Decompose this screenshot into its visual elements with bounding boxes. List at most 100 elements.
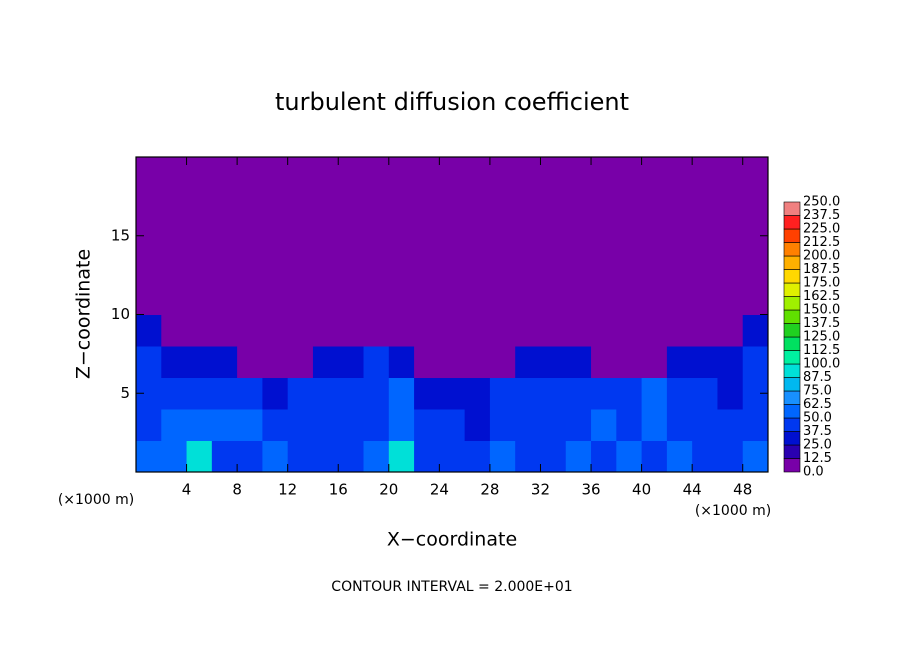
field-cell — [388, 377, 415, 410]
contour-note: CONTOUR INTERVAL = 2.000E+01 — [331, 579, 572, 595]
field-cell — [388, 251, 415, 284]
colorbar-label: 175.0 — [803, 276, 840, 291]
field-cell — [464, 314, 491, 347]
colorbar-label: 112.5 — [803, 343, 840, 358]
field-cell — [565, 440, 592, 473]
field-cell — [591, 377, 617, 410]
field-cell — [439, 409, 466, 441]
colorbar-box — [783, 255, 801, 270]
field-cell — [338, 251, 365, 284]
field-cell — [591, 220, 617, 252]
y-axis-unit: (×1000 m) — [58, 492, 134, 508]
x-tick-label: 32 — [531, 481, 550, 499]
field-cell — [666, 283, 693, 315]
field-cell — [287, 251, 314, 284]
field-cell — [312, 157, 339, 189]
field-cell — [237, 220, 263, 252]
field-cell — [136, 409, 162, 441]
field-cell — [742, 251, 769, 284]
field-cell — [717, 251, 744, 284]
field-cell — [692, 377, 718, 410]
field-cell — [363, 157, 390, 189]
field-cell — [515, 440, 541, 473]
x-axis-label: X−coordinate — [387, 529, 517, 551]
field-cell — [540, 157, 567, 189]
x-tick-label: 28 — [480, 481, 499, 499]
field-cell — [666, 251, 693, 284]
field-cell — [565, 346, 592, 378]
field-cell — [464, 346, 491, 378]
field-cell — [186, 157, 213, 189]
field-cell — [666, 377, 693, 410]
field-cell — [161, 283, 188, 315]
field-cell — [591, 157, 617, 189]
colorbar-label: 0.0 — [803, 465, 824, 480]
field-cell — [388, 440, 415, 473]
field-cell — [666, 346, 693, 378]
field-cell — [565, 314, 592, 347]
field-cell — [161, 157, 188, 189]
field-cell — [515, 409, 541, 441]
field-cell — [439, 283, 466, 315]
field-cell — [717, 409, 744, 441]
field-cell — [666, 188, 693, 221]
field-cell — [388, 220, 415, 252]
field-cell — [464, 220, 491, 252]
field-cell — [388, 409, 415, 441]
field-cell — [565, 188, 592, 221]
colorbar-label: 225.0 — [803, 222, 840, 237]
field-cell — [641, 409, 668, 441]
x-tick-label: 16 — [329, 481, 348, 499]
field-cell — [211, 314, 238, 347]
field-cell — [414, 283, 440, 315]
field-cell — [616, 440, 643, 473]
field-cell — [161, 188, 188, 221]
field-cell — [666, 440, 693, 473]
field-cell — [136, 314, 162, 347]
field-cell — [363, 440, 390, 473]
field-cell — [363, 283, 390, 315]
field-cell — [211, 283, 238, 315]
field-cell — [591, 346, 617, 378]
field-cell — [540, 409, 567, 441]
field-cell — [742, 157, 769, 189]
field-cell — [262, 377, 289, 410]
field-cell — [439, 440, 466, 473]
field-cell — [237, 251, 263, 284]
field-cell — [186, 251, 213, 284]
colorbar-label: 137.5 — [803, 316, 840, 331]
field-cell — [717, 377, 744, 410]
field-cell — [186, 188, 213, 221]
field-cell — [312, 346, 339, 378]
field-cell — [237, 314, 263, 347]
field-cell — [338, 440, 365, 473]
colorbar-box — [783, 228, 801, 243]
field-cell — [161, 251, 188, 284]
y-tick-label: 15 — [111, 226, 130, 244]
field-cell — [489, 251, 516, 284]
field-cell — [439, 251, 466, 284]
colorbar-box — [783, 390, 801, 405]
colorbar-label: 62.5 — [803, 397, 832, 412]
field-cell — [161, 314, 188, 347]
field-cell — [666, 157, 693, 189]
field-cell — [489, 346, 516, 378]
colorbar-box — [783, 309, 801, 324]
field-cell — [363, 409, 390, 441]
x-tick-label: 4 — [182, 481, 192, 499]
field-cell — [540, 220, 567, 252]
field-cell — [515, 377, 541, 410]
field-cell — [641, 440, 668, 473]
field-cell — [262, 409, 289, 441]
field-cell — [692, 251, 718, 284]
field-cell — [161, 377, 188, 410]
x-tick-label: 24 — [430, 481, 449, 499]
field-cell — [414, 346, 440, 378]
field-cell — [211, 409, 238, 441]
field-cell — [338, 220, 365, 252]
field-cell — [287, 440, 314, 473]
field-cell — [591, 440, 617, 473]
field-cell — [717, 283, 744, 315]
field-cell — [717, 220, 744, 252]
field-cell — [161, 220, 188, 252]
